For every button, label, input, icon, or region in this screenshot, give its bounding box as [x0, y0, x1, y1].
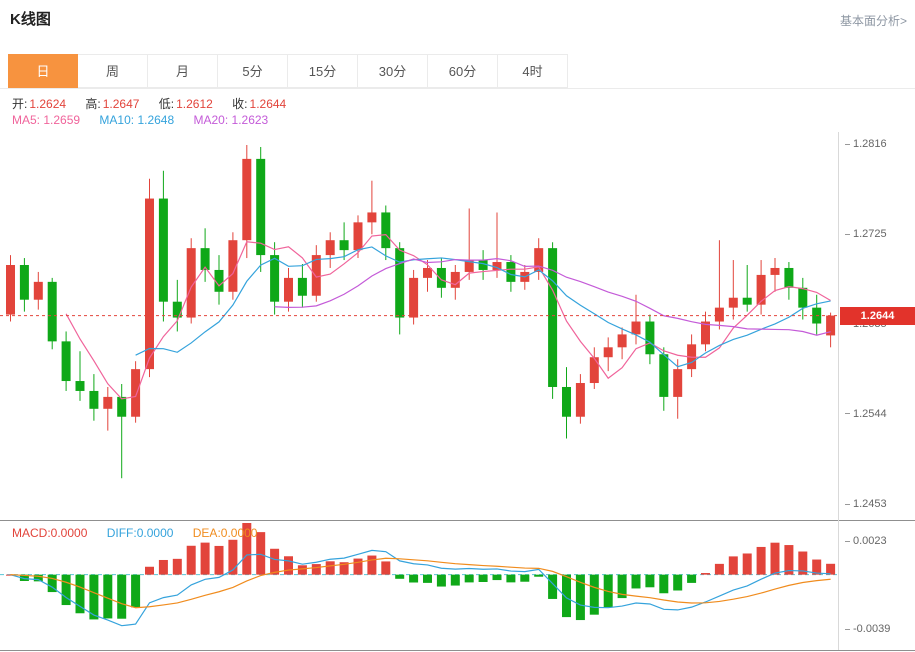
macd-axis-label: -0.0039 — [845, 623, 890, 635]
ma10-value: 1.2648 — [137, 113, 175, 127]
macd-chart[interactable] — [0, 521, 838, 651]
price-axis-label: 1.2816 — [845, 138, 887, 150]
high-label: 高: — [85, 97, 101, 111]
dea-label: DEA: — [192, 526, 221, 540]
ma20-legend: MA20: 1.2623 — [193, 113, 268, 127]
macd-legend: MACD:0.0000 DIFF:0.0000 DEA:0.0000 — [12, 526, 273, 540]
price-axis-label: 1.2453 — [845, 498, 887, 510]
high-value: 1.2647 — [102, 97, 140, 111]
ma5-value: 1.2659 — [43, 113, 81, 127]
ma-legend: MA5: 1.2659 MA10: 1.2648 MA20: 1.2623 — [12, 113, 284, 127]
ma5-legend: MA5: 1.2659 — [12, 113, 80, 127]
ma20-value: 1.2623 — [231, 113, 269, 127]
ma10-label: MA10: — [99, 113, 135, 127]
open-label: 开: — [12, 97, 28, 111]
price-axis-label: 1.2544 — [845, 408, 887, 420]
tab-30分[interactable]: 30分 — [358, 54, 428, 88]
tab-60分[interactable]: 60分 — [428, 54, 498, 88]
dea-value: 0.0000 — [220, 526, 258, 540]
current-price-tag: 1.2644 — [840, 306, 915, 325]
timeframe-tab-bar: 日周月 5分 15分 30分 60分 4时 — [8, 54, 568, 88]
panel-divider — [0, 520, 915, 521]
diff-value: 0.0000 — [136, 526, 174, 540]
macd-value-legend: MACD:0.0000 — [12, 526, 87, 540]
tab-5分[interactable]: 5分 — [218, 54, 288, 88]
macd-label: MACD: — [12, 526, 51, 540]
tab-周[interactable]: 周 — [78, 54, 148, 88]
axis-divider — [838, 132, 839, 650]
tab-4时[interactable]: 4时 — [498, 54, 568, 88]
ohlc-legend: 开: 1.2624 高: 1.2647 低: 1.2612 收: 1.2644 — [12, 95, 302, 112]
low-field: 低: 1.2612 — [159, 97, 213, 111]
low-value: 1.2612 — [176, 97, 213, 111]
diff-label: DIFF: — [106, 526, 137, 540]
open-value: 1.2624 — [29, 97, 67, 111]
price-axis-label: 1.2725 — [845, 228, 887, 240]
tab-15分[interactable]: 15分 — [288, 54, 358, 88]
fundamental-analysis-link[interactable]: 基本面分析> — [839, 14, 907, 28]
open-field: 开: 1.2624 — [12, 97, 66, 111]
ma20-label: MA20: — [193, 113, 229, 127]
high-field: 高: 1.2647 — [85, 97, 139, 111]
bottom-border — [0, 650, 915, 651]
tab-underline — [0, 88, 915, 89]
macd-axis-label: 0.0023 — [845, 535, 887, 547]
ma10-legend: MA10: 1.2648 — [99, 113, 174, 127]
tab-日[interactable]: 日 — [8, 54, 78, 88]
candlestick-chart[interactable] — [0, 130, 838, 520]
close-label: 收: — [232, 97, 248, 111]
dea-value-legend: DEA:0.0000 — [193, 526, 258, 540]
macd-value: 0.0000 — [50, 526, 88, 540]
tab-月[interactable]: 月 — [148, 54, 218, 88]
diff-value-legend: DIFF:0.0000 — [107, 526, 174, 540]
close-value: 1.2644 — [249, 97, 287, 111]
page-title: K线图 — [10, 11, 51, 28]
close-field: 收: 1.2644 — [232, 97, 286, 111]
low-label: 低: — [158, 97, 175, 111]
ma5-label: MA5: — [12, 113, 41, 127]
